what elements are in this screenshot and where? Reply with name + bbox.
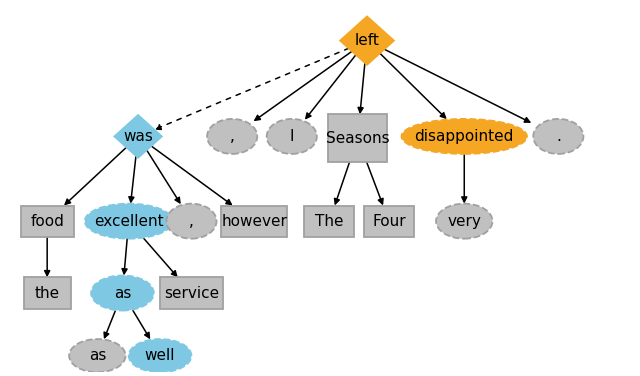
Text: Seasons: Seasons	[326, 131, 390, 146]
Text: ,: ,	[189, 214, 194, 229]
Ellipse shape	[401, 119, 527, 154]
Text: was: was	[123, 129, 153, 144]
FancyBboxPatch shape	[160, 277, 223, 309]
Text: as: as	[89, 348, 106, 363]
Text: as: as	[114, 285, 131, 300]
Text: left: left	[355, 33, 380, 48]
FancyBboxPatch shape	[24, 277, 70, 309]
Ellipse shape	[436, 204, 493, 239]
Text: ,: ,	[230, 129, 235, 144]
FancyBboxPatch shape	[305, 206, 355, 237]
Text: well: well	[145, 348, 175, 363]
Text: service: service	[164, 285, 219, 300]
Ellipse shape	[129, 339, 191, 372]
Text: .: .	[556, 129, 561, 144]
Ellipse shape	[207, 119, 257, 154]
Polygon shape	[115, 115, 162, 158]
Ellipse shape	[267, 119, 317, 154]
Ellipse shape	[166, 204, 216, 239]
Text: very: very	[447, 214, 481, 229]
Text: disappointed: disappointed	[415, 129, 514, 144]
Text: the: the	[35, 285, 60, 300]
FancyBboxPatch shape	[221, 206, 287, 237]
Text: excellent: excellent	[94, 214, 163, 229]
Text: I: I	[289, 129, 294, 144]
Ellipse shape	[84, 204, 173, 239]
Polygon shape	[340, 17, 394, 65]
FancyBboxPatch shape	[20, 206, 74, 237]
FancyBboxPatch shape	[364, 206, 414, 237]
Ellipse shape	[533, 119, 584, 154]
Text: Four: Four	[372, 214, 406, 229]
Text: however: however	[221, 214, 287, 229]
Ellipse shape	[69, 339, 125, 372]
FancyBboxPatch shape	[328, 114, 387, 162]
Text: The: The	[315, 214, 344, 229]
Ellipse shape	[91, 276, 154, 311]
Text: food: food	[30, 214, 64, 229]
